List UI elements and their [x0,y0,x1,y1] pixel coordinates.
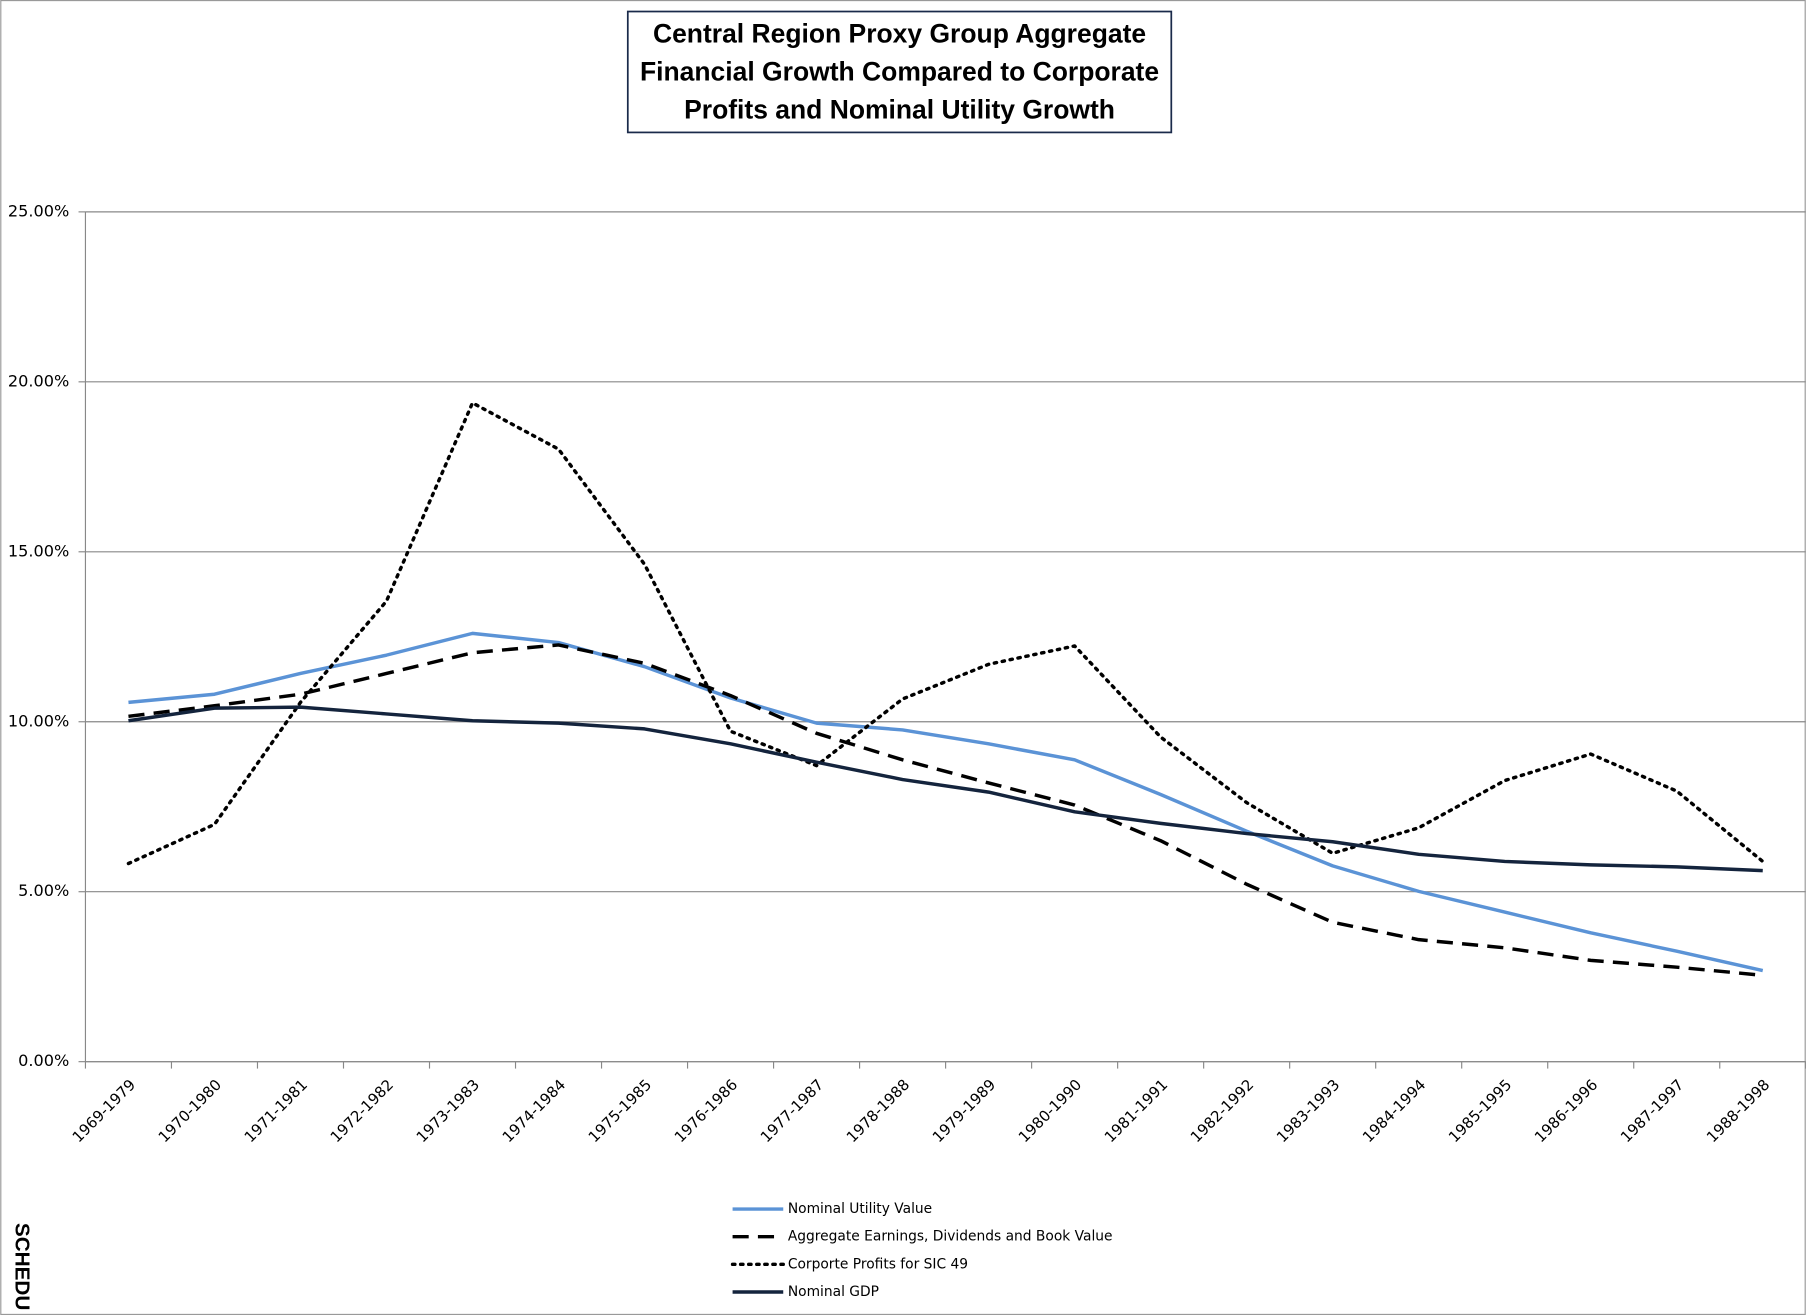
title-box [626,10,1173,134]
x-tick-label: 1988-1998 [1703,1076,1773,1146]
y-tick-label: 20.00% [8,371,69,390]
y-tick-label: 10.00% [8,711,69,730]
y-tick-label: 5.00% [18,881,69,900]
x-tick-label: 1986-1996 [1531,1076,1601,1146]
legend-label: Corporte Profits for SIC 49 [788,1256,968,1272]
y-tick-label: 25.00% [8,201,69,220]
x-tick-label: 1971-1981 [241,1076,311,1146]
series-line [128,631,1764,973]
legend-label: Nominal Utility Value [788,1201,932,1217]
chart-title: Profits and Nominal Utility Growth [684,95,1115,125]
y-tick-label: 15.00% [8,541,69,560]
x-tick-label: 1980-1990 [1015,1076,1085,1146]
x-tick-label: 1974-1984 [499,1076,569,1146]
x-tick-label: 1975-1985 [585,1076,655,1146]
x-tick-label: 1983-1993 [1273,1076,1343,1146]
x-tick-label: 1973-1983 [413,1076,483,1146]
x-tick-label: 1969-1979 [69,1076,139,1146]
series-line [128,643,1763,978]
x-tick-label: 1972-1982 [327,1076,397,1146]
legend-label: Nominal GDP [788,1284,879,1300]
y-tick-label: 0.00% [18,1051,69,1070]
x-tick-label: 1981-1991 [1101,1076,1171,1146]
x-tick-label: 1979-1989 [929,1076,999,1146]
x-tick-label: 1977-1987 [757,1076,827,1146]
chart-title: Central Region Proxy Group Aggregate [653,19,1146,49]
x-tick-label: 1987-1997 [1617,1076,1687,1146]
chart-title: Financial Growth Compared to Corporate [640,57,1159,87]
legend-label: Aggregate Earnings, Dividends and Book V… [788,1229,1113,1245]
side-label: SCHEDU [10,1223,33,1311]
x-tick-label: 1984-1994 [1359,1076,1429,1146]
x-tick-label: 1978-1988 [843,1076,913,1146]
x-tick-label: 1976-1986 [671,1076,741,1146]
series-line [126,401,1765,866]
series-line [128,705,1763,873]
x-tick-label: 1982-1992 [1187,1076,1257,1146]
x-tick-label: 1985-1995 [1445,1076,1515,1146]
x-tick-label: 1970-1980 [155,1076,225,1146]
